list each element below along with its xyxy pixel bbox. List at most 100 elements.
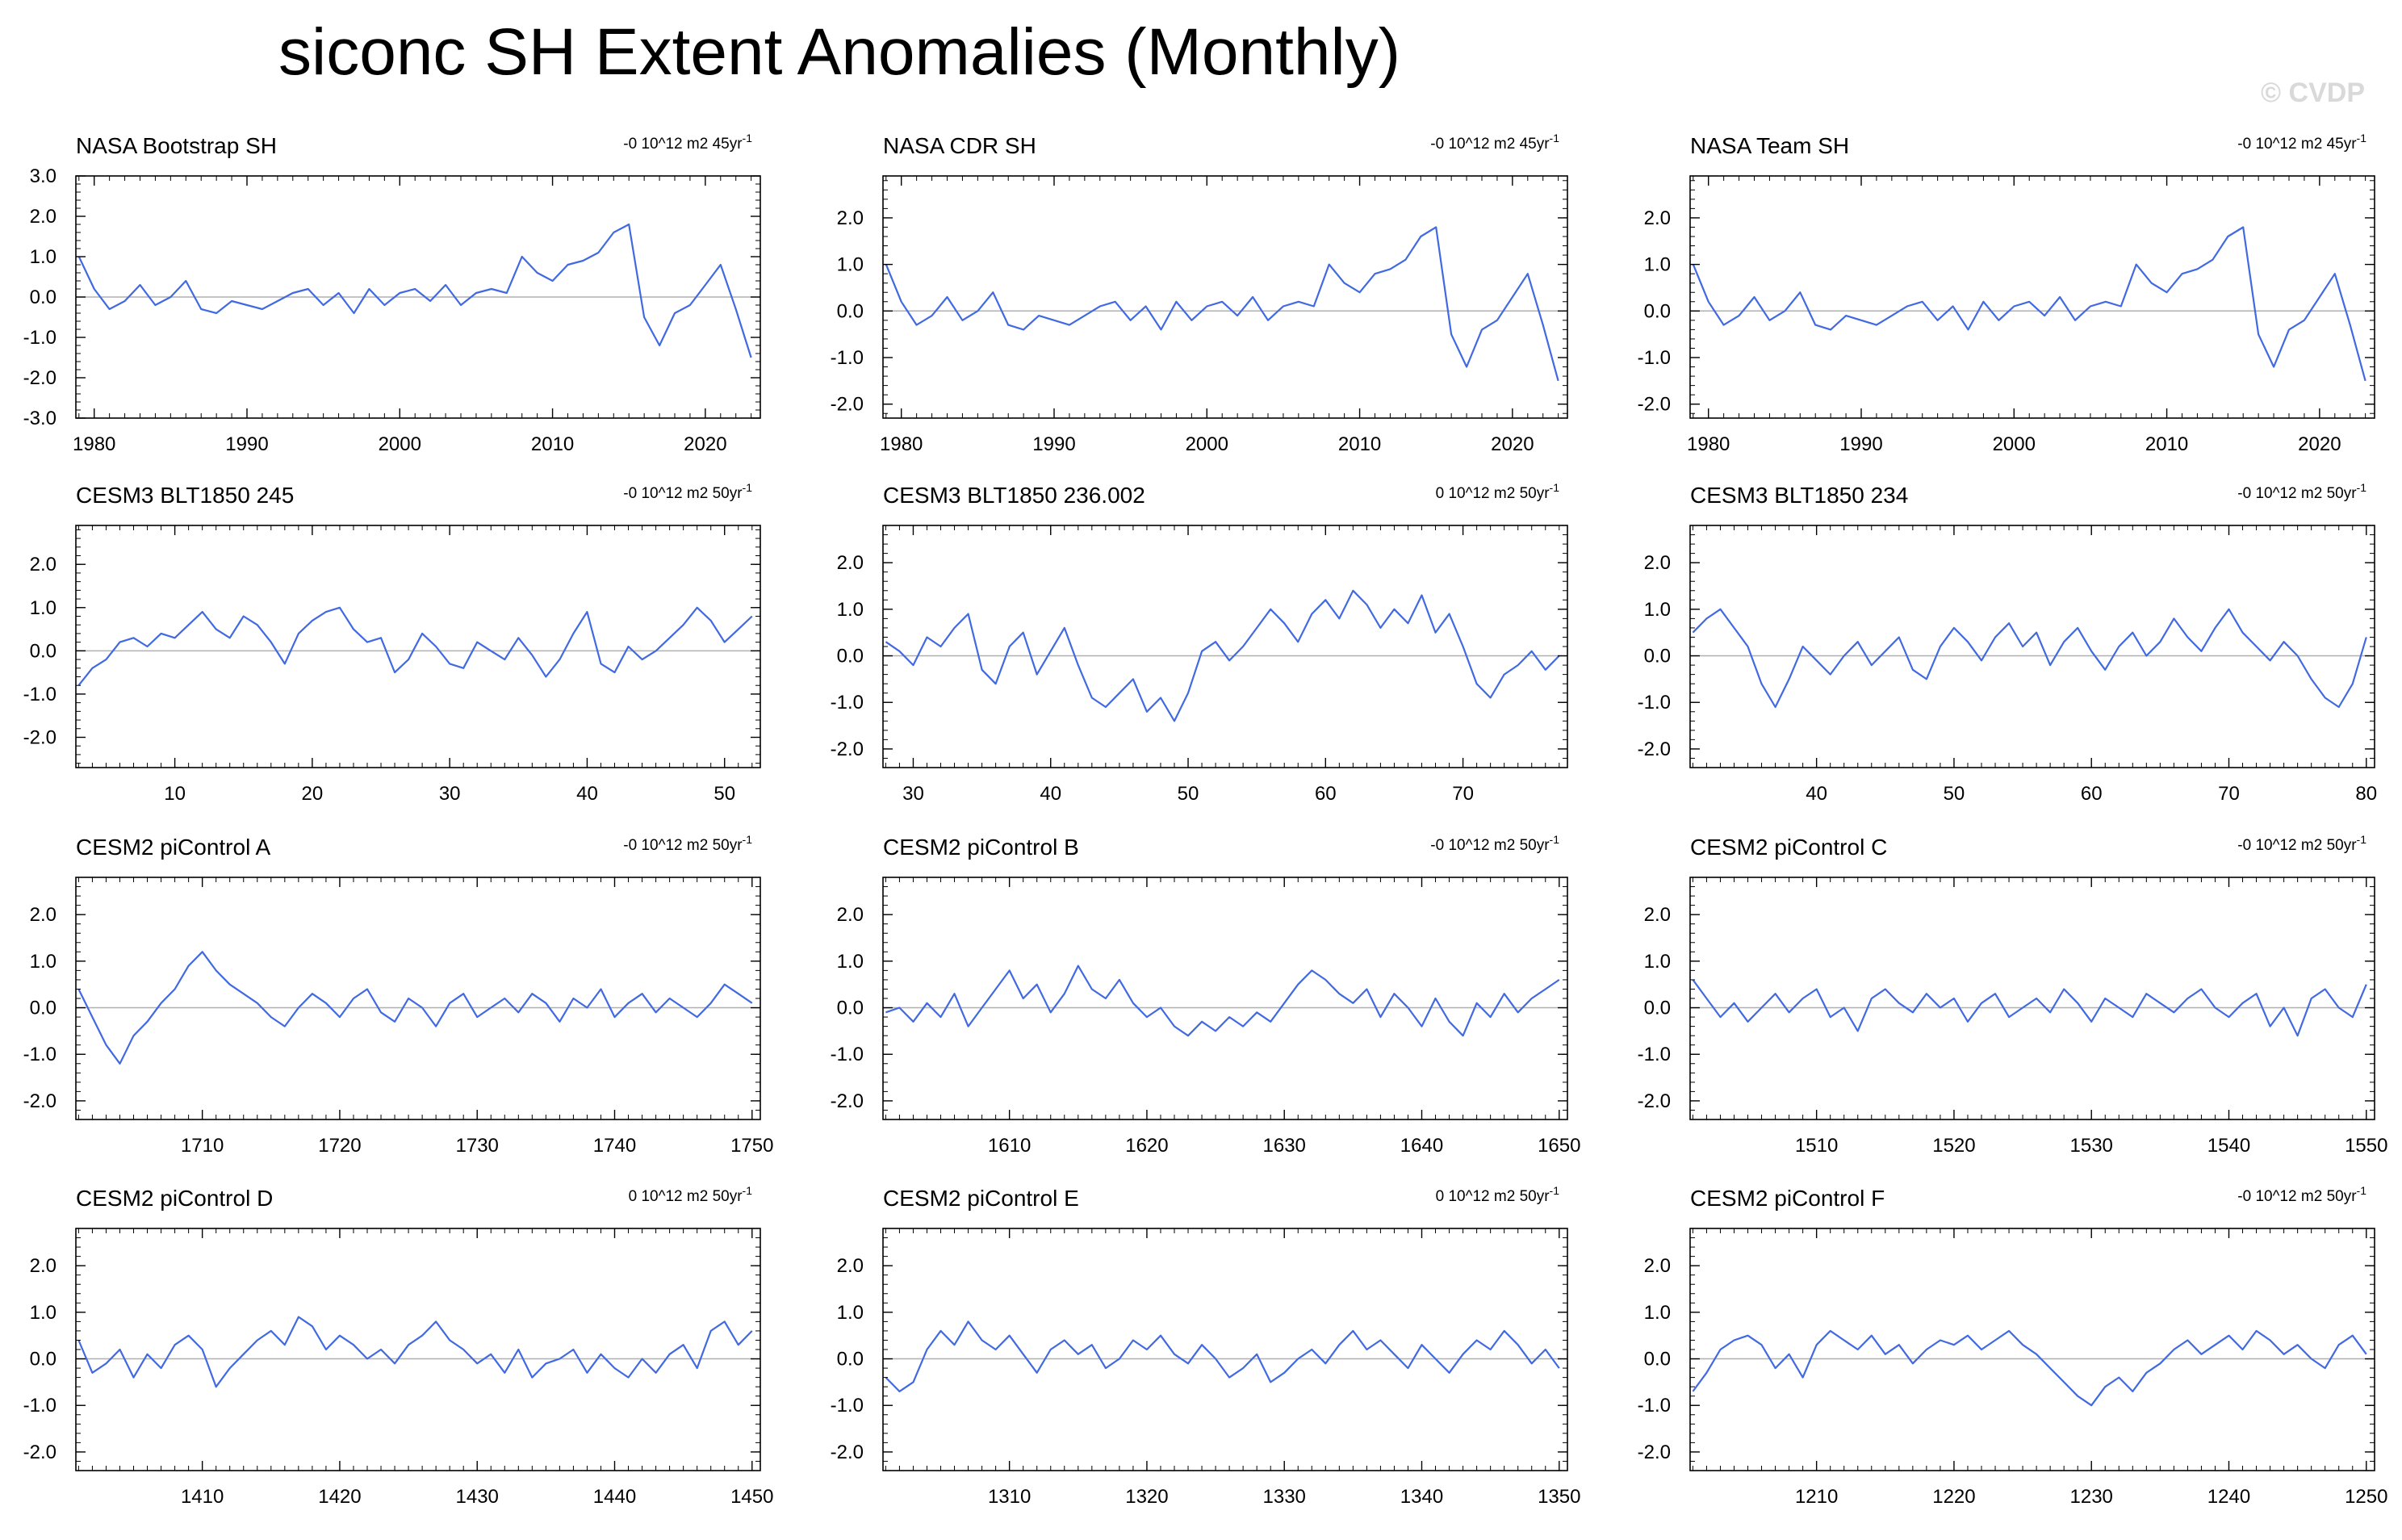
x-tick-label: 1980	[73, 433, 115, 455]
panel-8: CESM2 piControl B -0 10^12 m2 50yr-1 -2.0 -…	[831, 833, 1581, 1157]
x-tick-label: 1530	[2070, 1135, 2113, 1157]
x-tick-label: 1420	[318, 1486, 361, 1508]
y-tick-label: -1.0	[23, 327, 56, 349]
plot-frame	[75, 877, 761, 1120]
x-tick-label: 50	[1178, 783, 1199, 805]
x-tick-label: 70	[2218, 783, 2240, 805]
y-tick-label: 0.0	[1644, 998, 1671, 1019]
x-tick-label: 1540	[2207, 1135, 2250, 1157]
trend-annotation: -0 10^12 m2 50yr-1	[2237, 1184, 2366, 1205]
x-tick-label: 1450	[730, 1486, 773, 1508]
x-tick-label: 40	[1806, 783, 1827, 805]
x-tick-label: 2010	[1338, 433, 1381, 455]
x-tick-label: 1440	[593, 1486, 636, 1508]
x-tick-label: 1990	[1032, 433, 1075, 455]
x-tick-label: 1980	[880, 433, 923, 455]
plot-frame	[75, 1228, 761, 1471]
y-tick-label: 0.0	[30, 1349, 56, 1371]
x-tick-label: 60	[2081, 783, 2103, 805]
plot-frame	[75, 525, 761, 768]
trend-value: 0 10^12 m2 50yr	[1436, 485, 1550, 502]
y-tick-label: 2.0	[837, 207, 864, 229]
trend-exponent: -1	[743, 833, 753, 846]
x-tick-label: 1430	[456, 1486, 499, 1508]
x-tick-label: 1310	[988, 1486, 1031, 1508]
trend-value: 0 10^12 m2 50yr	[1436, 1188, 1550, 1205]
trend-value: -0 10^12 m2 45yr	[1430, 136, 1550, 153]
y-tick-label: -2.0	[831, 394, 864, 416]
plot-frame	[882, 525, 1568, 768]
x-tick-label: 1640	[1400, 1135, 1443, 1157]
trend-exponent: -1	[1550, 481, 1560, 494]
x-tick-label: 1550	[2345, 1135, 2387, 1157]
x-tick-label: 1720	[318, 1135, 361, 1157]
x-tick-label: 2000	[1993, 433, 2036, 455]
panel-7: CESM2 piControl A -0 10^12 m2 50yr-1 -2.0 -…	[23, 833, 774, 1157]
panel-title: NASA Bootstrap SH	[76, 133, 277, 158]
x-tick-label: 1740	[593, 1135, 636, 1157]
x-tick-label: 40	[576, 783, 598, 805]
x-tick-label: 1750	[730, 1135, 773, 1157]
x-tick-label: 50	[1944, 783, 1965, 805]
series-line	[77, 1316, 753, 1388]
y-tick-label: -2.0	[1638, 1090, 1671, 1112]
trend-exponent: -1	[2357, 481, 2367, 494]
trend-annotation: -0 10^12 m2 50yr-1	[1430, 833, 1559, 854]
series-line	[885, 965, 1560, 1037]
x-tick-label: 1630	[1263, 1135, 1306, 1157]
y-tick-label: 2.0	[30, 206, 56, 228]
x-tick-label: 1710	[181, 1135, 224, 1157]
trend-annotation: 0 10^12 m2 50yr-1	[629, 1184, 753, 1205]
y-tick-label: -1.0	[1638, 1395, 1671, 1417]
y-tick-label: -1.0	[831, 1395, 864, 1417]
x-tick-label: 1230	[2070, 1486, 2113, 1508]
plot-frame	[1689, 877, 2375, 1120]
trend-exponent: -1	[2357, 833, 2367, 846]
y-tick-label: -2.0	[23, 727, 56, 749]
cvdp-watermark: © CVDP	[2261, 77, 2365, 108]
panel-1: NASA Bootstrap SH -0 10^12 m2 45yr-1 -3.0 -…	[23, 132, 761, 455]
y-tick-label: -1.0	[1638, 1044, 1671, 1065]
y-tick-label: 0.0	[837, 1349, 864, 1371]
panel-2: NASA CDR SH -0 10^12 m2 45yr-1 -2.0 -1.0 0.0…	[831, 132, 1568, 455]
y-tick-label: 2.0	[1644, 904, 1671, 926]
y-tick-label: 0.0	[30, 287, 56, 308]
y-tick-label: 2.0	[30, 1255, 56, 1277]
y-tick-label: -2.0	[831, 1442, 864, 1463]
panel-title: CESM3 BLT1850 236.002	[883, 483, 1145, 508]
x-tick-label: 80	[2355, 783, 2377, 805]
trend-value: -0 10^12 m2 50yr	[623, 485, 743, 502]
y-tick-label: 1.0	[837, 599, 864, 621]
y-tick-label: -1.0	[23, 684, 56, 705]
series-line	[1692, 1329, 2367, 1407]
panel-title: CESM2 piControl D	[76, 1186, 273, 1211]
y-tick-label: 2.0	[30, 554, 56, 575]
x-tick-label: 1320	[1125, 1486, 1168, 1508]
y-tick-label: 1.0	[837, 254, 864, 276]
panel-title: CESM3 BLT1850 245	[76, 483, 294, 508]
x-tick-label: 1410	[181, 1486, 224, 1508]
y-tick-label: -2.0	[23, 1442, 56, 1463]
plot-frame	[882, 175, 1568, 419]
y-tick-label: 2.0	[837, 904, 864, 926]
trend-exponent: -1	[743, 1184, 753, 1197]
trend-exponent: -1	[743, 481, 753, 494]
x-tick-label: 1520	[1932, 1135, 1975, 1157]
panel-12: CESM2 piControl F -0 10^12 m2 50yr-1 -2.0 -…	[1638, 1184, 2388, 1508]
y-tick-label: 0.0	[1644, 646, 1671, 667]
x-tick-label: 40	[1040, 783, 1061, 805]
panel-6: CESM3 BLT1850 234 -0 10^12 m2 50yr-1 -2.0 -…	[1638, 481, 2377, 805]
x-tick-label: 1610	[988, 1135, 1031, 1157]
x-tick-label: 1620	[1125, 1135, 1168, 1157]
series-line	[1692, 608, 2367, 709]
y-tick-label: 1.0	[30, 951, 56, 973]
y-tick-label: 3.0	[30, 165, 56, 187]
x-tick-label: 1220	[1932, 1486, 1975, 1508]
y-tick-label: -1.0	[23, 1395, 56, 1417]
series-line	[77, 951, 753, 1065]
y-tick-label: 0.0	[1644, 300, 1671, 322]
trend-exponent: -1	[2357, 132, 2367, 144]
series-line	[885, 1320, 1560, 1393]
y-tick-label: 0.0	[30, 640, 56, 662]
